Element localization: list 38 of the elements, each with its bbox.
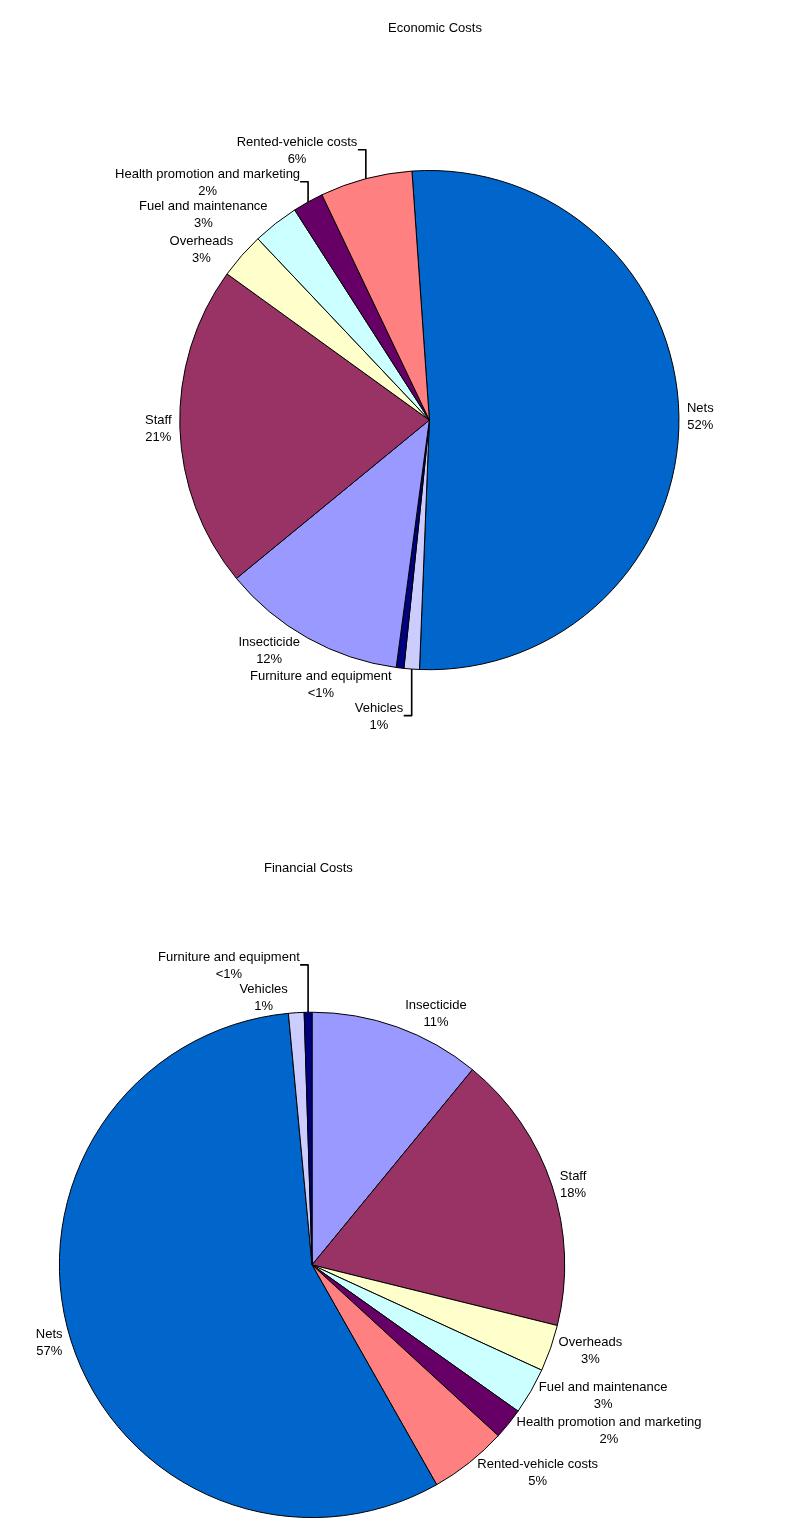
data-label: <1% (307, 684, 335, 700)
data-label: <1% (215, 965, 243, 981)
slice-label: Staff (559, 1167, 587, 1183)
slice-label: Vehicles (239, 980, 289, 996)
slice-label: Furniture and equipment (250, 667, 393, 683)
slice-label: Overheads (558, 1334, 623, 1349)
data-label: 21% (145, 428, 172, 444)
data-label: 5% (528, 1473, 548, 1489)
data-label: 11% (423, 1013, 449, 1029)
data-label: 3% (593, 1396, 614, 1412)
chart-title: Financial Costs (264, 860, 354, 875)
slice-label: Furniture and equipment (158, 948, 301, 964)
slice-label: Vehicles (354, 699, 404, 715)
slice-label: Overheads (169, 232, 234, 248)
chart-title: Economic Costs (388, 20, 483, 35)
data-label: 3% (580, 1350, 601, 1366)
data-label: 52% (687, 417, 714, 433)
data-label: 1% (369, 716, 389, 732)
data-label: 57% (36, 1343, 63, 1359)
data-label: 2% (198, 182, 218, 198)
slice-label: Health promotion and marketing (516, 1414, 702, 1430)
slice-label: Fuel and maintenance (138, 197, 268, 213)
data-label: 6% (287, 150, 307, 166)
slice-label: Insecticide (238, 634, 300, 650)
data-label: 3% (193, 214, 214, 230)
slice-label: Nets (35, 1326, 64, 1342)
slice-label: Fuel and maintenance (538, 1379, 668, 1395)
slice-label: Staff (145, 411, 172, 427)
data-label: 2% (599, 1431, 619, 1447)
data-label: 18% (560, 1184, 587, 1200)
slice-label: Health promotion and marketing (115, 165, 301, 181)
data-label: 1% (254, 997, 274, 1013)
slice-label: Rented-vehicle costs (477, 1456, 599, 1472)
data-label: 3% (191, 249, 212, 265)
slice-label: Nets (686, 400, 715, 416)
slice-label: Insecticide (405, 996, 467, 1012)
data-label: 12% (256, 651, 283, 667)
slice-label: Rented-vehicle costs (236, 133, 358, 149)
